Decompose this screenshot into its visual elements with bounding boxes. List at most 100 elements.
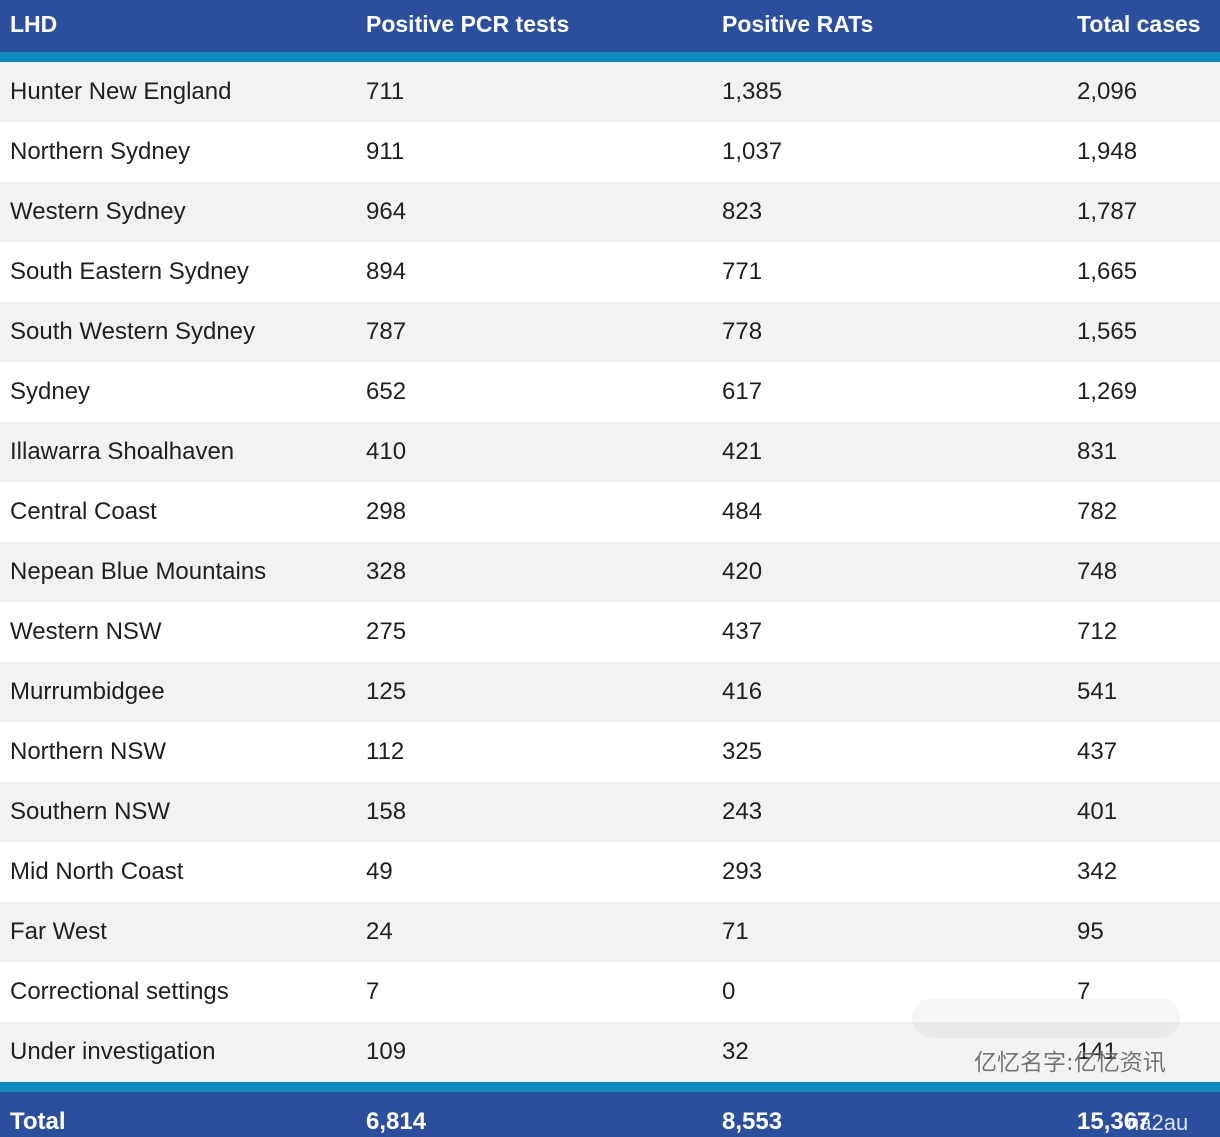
cell-total-cases: 2,096	[1077, 78, 1138, 105]
watermark-text: 亿忆名字:亿忆资讯	[974, 1050, 1166, 1076]
header-positive-pcr: Positive PCR tests	[366, 11, 570, 37]
header-positive-rats: Positive RATs	[722, 11, 874, 37]
cell-positive-pcr: 112	[366, 738, 405, 765]
total-pcr: 6,814	[366, 1108, 427, 1135]
table-row: Northern NSW 112 325 437	[0, 722, 1220, 782]
cell-positive-pcr: 275	[366, 618, 407, 645]
cell-total-cases: 1,269	[1077, 378, 1138, 405]
cell-total-cases: 1,665	[1077, 258, 1138, 285]
cell-positive-pcr: 7	[366, 978, 380, 1005]
cell-lhd: Hunter New England	[10, 78, 232, 105]
table-row: Sydney 652 617 1,269	[0, 362, 1220, 422]
cell-lhd: Northern NSW	[10, 738, 167, 765]
cell-total-cases: 401	[1077, 798, 1118, 825]
table-row: Far West 24 71 95	[0, 902, 1220, 962]
cell-lhd: South Western Sydney	[10, 318, 256, 345]
cell-positive-rats: 1,037	[722, 138, 783, 165]
cell-positive-pcr: 410	[366, 438, 407, 465]
cell-positive-pcr: 911	[366, 138, 405, 165]
table-row: Western NSW 275 437 712	[0, 602, 1220, 662]
header-lhd: LHD	[10, 11, 58, 37]
cell-positive-rats: 0	[722, 978, 736, 1005]
cell-positive-rats: 416	[722, 678, 763, 705]
cell-total-cases: 712	[1077, 618, 1118, 645]
cell-lhd: Correctional settings	[10, 978, 229, 1005]
table-row: Under investigation 109 32 141	[0, 1022, 1220, 1082]
cell-positive-rats: 421	[722, 438, 763, 465]
cell-lhd: Sydney	[10, 378, 91, 405]
header-total-cases: Total cases	[1077, 11, 1201, 37]
table-row: Northern Sydney 911 1,037 1,948	[0, 122, 1220, 182]
cell-positive-rats: 243	[722, 798, 763, 825]
cell-positive-rats: 293	[722, 858, 763, 885]
cell-positive-rats: 437	[722, 618, 763, 645]
total-rats: 8,553	[722, 1108, 783, 1135]
cell-positive-rats: 325	[722, 738, 763, 765]
cell-total-cases: 1,565	[1077, 318, 1138, 345]
table-row: Western Sydney 964 823 1,787	[0, 182, 1220, 242]
table-row: Illawarra Shoalhaven 410 421 831	[0, 422, 1220, 482]
cell-lhd: Western NSW	[10, 618, 162, 645]
cell-positive-pcr: 24	[366, 918, 393, 945]
cell-lhd: South Eastern Sydney	[10, 258, 249, 285]
cell-positive-pcr: 711	[366, 78, 405, 105]
cell-total-cases: 1,948	[1077, 138, 1138, 165]
cell-total-cases: 7	[1077, 978, 1091, 1005]
table-row: Southern NSW 158 243 401	[0, 782, 1220, 842]
cell-total-cases: 748	[1077, 558, 1118, 585]
cell-total-cases: 437	[1077, 738, 1118, 765]
cell-total-cases: 831	[1077, 438, 1118, 465]
cell-lhd: Northern Sydney	[10, 138, 191, 165]
header-divider	[0, 52, 1220, 62]
table-row: South Western Sydney 787 778 1,565	[0, 302, 1220, 362]
watermark-footer-text: na2au	[1127, 1110, 1189, 1135]
cell-lhd: Western Sydney	[10, 198, 186, 225]
table-header: LHD Positive PCR tests Positive RATs Tot…	[0, 0, 1220, 52]
cell-positive-pcr: 125	[366, 678, 407, 705]
cell-lhd: Far West	[10, 918, 107, 945]
cell-lhd: Mid North Coast	[10, 858, 184, 885]
table-footer-total: Total 6,814 8,553 15,367	[0, 1092, 1220, 1137]
cell-positive-rats: 32	[722, 1038, 749, 1065]
cell-lhd: Central Coast	[10, 498, 157, 525]
table-row: Murrumbidgee 125 416 541	[0, 662, 1220, 722]
cell-lhd: Illawarra Shoalhaven	[10, 438, 235, 465]
cell-lhd: Nepean Blue Mountains	[10, 558, 267, 585]
cell-total-cases: 141	[1077, 1038, 1118, 1065]
cell-lhd: Murrumbidgee	[10, 678, 165, 705]
cell-positive-pcr: 328	[366, 558, 407, 585]
cell-positive-rats: 484	[722, 498, 763, 525]
cell-positive-pcr: 109	[366, 1038, 407, 1065]
table-row: Correctional settings 7 0 7	[0, 962, 1220, 1022]
cell-positive-pcr: 652	[366, 378, 407, 405]
table-row: Central Coast 298 484 782	[0, 482, 1220, 542]
cell-positive-pcr: 49	[366, 858, 393, 885]
cell-positive-pcr: 158	[366, 798, 407, 825]
cell-positive-rats: 617	[722, 378, 763, 405]
cell-total-cases: 95	[1077, 918, 1104, 945]
cell-lhd: Under investigation	[10, 1038, 216, 1065]
cell-positive-rats: 1,385	[722, 78, 783, 105]
table-row: Hunter New England 711 1,385 2,096	[0, 62, 1220, 122]
table-row: Nepean Blue Mountains 328 420 748	[0, 542, 1220, 602]
cell-total-cases: 1,787	[1077, 198, 1138, 225]
total-label: Total	[10, 1108, 66, 1135]
cell-positive-pcr: 894	[366, 258, 407, 285]
cell-total-cases: 541	[1077, 678, 1118, 705]
cell-positive-rats: 771	[722, 258, 763, 285]
cell-positive-rats: 71	[722, 918, 749, 945]
table-row: Mid North Coast 49 293 342	[0, 842, 1220, 902]
cell-positive-pcr: 787	[366, 318, 407, 345]
cell-positive-rats: 420	[722, 558, 763, 585]
footer-divider	[0, 1082, 1220, 1092]
cell-positive-rats: 823	[722, 198, 763, 225]
table-row: South Eastern Sydney 894 771 1,665	[0, 242, 1220, 302]
cell-positive-pcr: 964	[366, 198, 407, 225]
cell-lhd: Southern NSW	[10, 798, 171, 825]
cell-positive-pcr: 298	[366, 498, 407, 525]
cell-total-cases: 782	[1077, 498, 1118, 525]
total-cases: 15,367	[1077, 1108, 1151, 1135]
watermark-logo	[912, 998, 1180, 1038]
cell-total-cases: 342	[1077, 858, 1118, 885]
